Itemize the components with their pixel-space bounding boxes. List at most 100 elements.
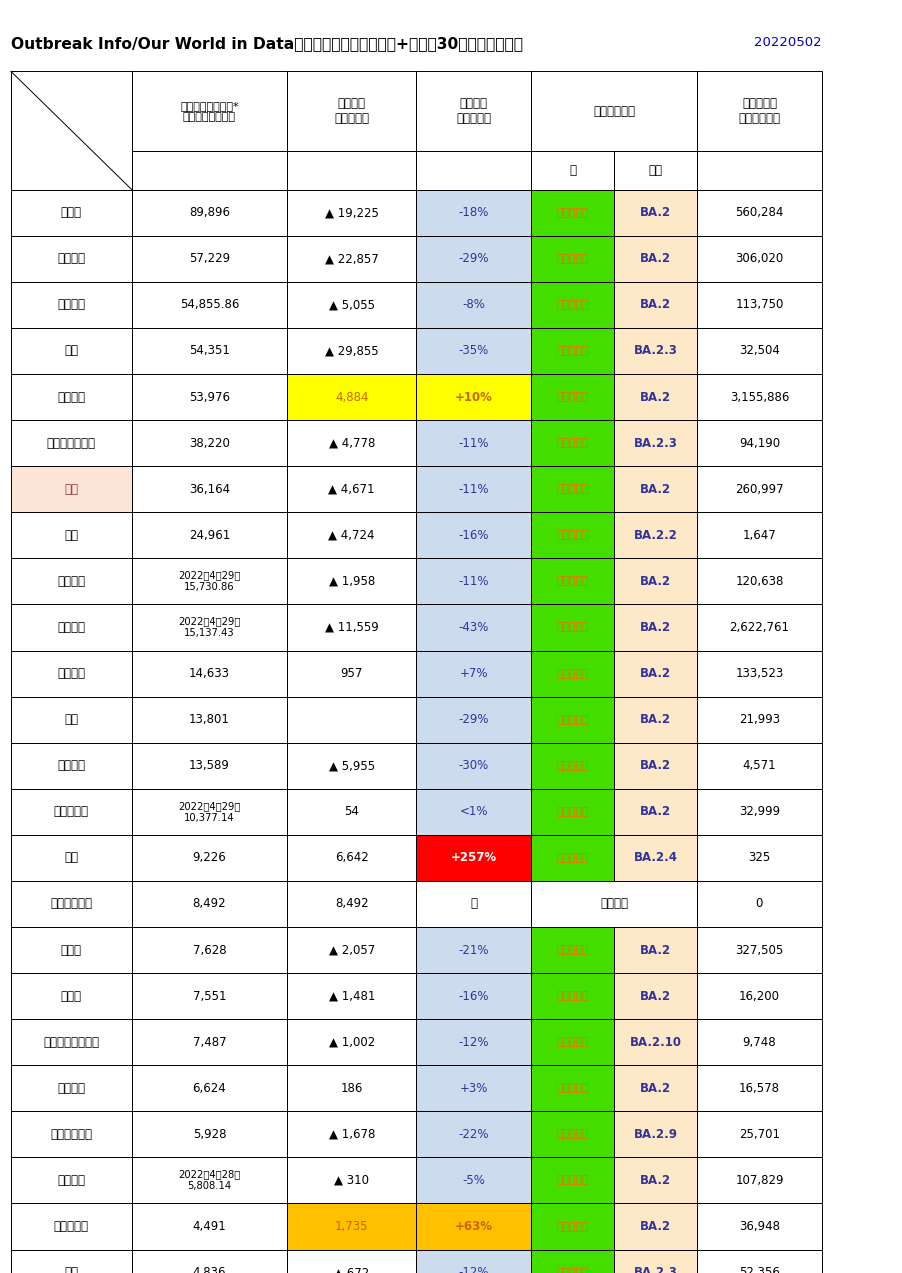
Text: 東京: 東京 — [64, 1267, 78, 1273]
Text: 台湾: 台湾 — [64, 852, 78, 864]
Text: 13,589: 13,589 — [189, 759, 230, 773]
Text: 957: 957 — [340, 667, 363, 680]
Bar — [11, 651, 132, 696]
Text: 8,492: 8,492 — [335, 897, 368, 910]
Text: オミクロン: オミクロン — [556, 1083, 588, 1094]
Text: 38,220: 38,220 — [189, 437, 230, 449]
Bar — [416, 835, 530, 881]
Text: 3,155,886: 3,155,886 — [729, 391, 788, 404]
Text: BA.2: BA.2 — [640, 667, 670, 680]
Text: 13,801: 13,801 — [189, 713, 230, 726]
Bar — [132, 881, 287, 927]
Bar — [696, 1111, 821, 1157]
Text: 型: 型 — [568, 164, 575, 177]
Text: 7,628: 7,628 — [192, 943, 226, 956]
Text: 53,976: 53,976 — [189, 391, 230, 404]
Bar — [132, 190, 287, 236]
Text: オミクロン: オミクロン — [556, 300, 588, 309]
Text: BA.2: BA.2 — [640, 713, 670, 726]
Text: -11%: -11% — [458, 575, 488, 588]
Bar — [530, 1066, 613, 1111]
Bar — [530, 835, 613, 881]
Bar — [530, 1203, 613, 1250]
Bar — [696, 1203, 821, 1250]
Text: 9,748: 9,748 — [741, 1036, 776, 1049]
Text: ▲ 4,671: ▲ 4,671 — [328, 482, 374, 495]
Bar — [287, 881, 416, 927]
Text: オミクロン: オミクロン — [556, 577, 588, 587]
Text: 94,190: 94,190 — [738, 437, 779, 449]
Text: オミクロン: オミクロン — [556, 668, 588, 679]
Bar — [613, 651, 696, 696]
Bar — [530, 789, 613, 835]
Bar — [613, 1203, 696, 1250]
Text: 7,487: 7,487 — [192, 1036, 226, 1049]
Bar — [613, 742, 696, 789]
Bar — [530, 927, 613, 973]
Text: BA.2: BA.2 — [640, 391, 670, 404]
Bar — [132, 927, 287, 973]
Bar — [132, 281, 287, 328]
Text: -5%: -5% — [462, 1174, 484, 1186]
Bar — [416, 651, 530, 696]
Bar — [613, 835, 696, 881]
Bar — [696, 374, 821, 420]
Text: ▲ 4,724: ▲ 4,724 — [328, 528, 374, 542]
Text: 120,638: 120,638 — [734, 575, 783, 588]
Text: オミクロン: オミクロン — [556, 945, 588, 955]
Bar — [613, 696, 696, 742]
Text: Outbreak Info/Our World in Dataからの患者発生データ（+直近絀30日間の流行株）: Outbreak Info/Our World in Dataからの患者発生デー… — [11, 36, 522, 51]
Text: BA.2: BA.2 — [640, 298, 670, 312]
Text: 306,020: 306,020 — [734, 252, 783, 265]
Bar — [132, 374, 287, 420]
Text: 一週間の
相対的増減: 一週間の 相対的増減 — [456, 98, 491, 125]
Bar — [613, 973, 696, 1020]
Bar — [11, 1203, 132, 1250]
Bar — [11, 559, 132, 605]
Bar — [416, 71, 530, 151]
Bar — [287, 696, 416, 742]
Text: 36,948: 36,948 — [738, 1220, 779, 1234]
Text: ▲ 1,481: ▲ 1,481 — [328, 989, 374, 1003]
Bar — [287, 742, 416, 789]
Text: ▲ 5,955: ▲ 5,955 — [328, 759, 374, 773]
Text: ベルギー: ベルギー — [57, 1174, 86, 1186]
Text: 260,997: 260,997 — [734, 482, 783, 495]
Text: -11%: -11% — [458, 482, 488, 495]
Bar — [530, 742, 613, 789]
Text: -12%: -12% — [458, 1267, 488, 1273]
Text: ▲ 1,958: ▲ 1,958 — [328, 575, 374, 588]
Text: オミクロン: オミクロン — [556, 622, 588, 633]
Text: オミクロン: オミクロン — [556, 1037, 588, 1048]
Bar — [613, 236, 696, 281]
Bar — [530, 151, 613, 190]
Text: ブラジル: ブラジル — [57, 667, 86, 680]
Text: +7%: +7% — [459, 667, 487, 680]
Text: BA.2.3: BA.2.3 — [633, 1267, 676, 1273]
Bar — [696, 1020, 821, 1066]
Bar — [416, 374, 530, 420]
Bar — [287, 512, 416, 559]
Text: +257%: +257% — [450, 852, 496, 864]
Text: 4,491: 4,491 — [192, 1220, 226, 1234]
Text: BA.2: BA.2 — [640, 1220, 670, 1234]
Bar — [11, 328, 132, 374]
Text: -16%: -16% — [458, 528, 488, 542]
Text: ▲ 310: ▲ 310 — [334, 1174, 369, 1186]
Bar — [696, 281, 821, 328]
Text: オミクロン: オミクロン — [556, 531, 588, 540]
Text: ▲ 672: ▲ 672 — [334, 1267, 369, 1273]
Bar — [696, 696, 821, 742]
Text: 54,855.86: 54,855.86 — [179, 298, 239, 312]
Text: アメリカ: アメリカ — [57, 391, 86, 404]
Text: 一週間の
陽性数増減: 一週間の 陽性数増減 — [334, 98, 369, 125]
Bar — [287, 559, 416, 605]
Bar — [696, 236, 821, 281]
Text: オミクロン: オミクロン — [556, 1129, 588, 1139]
Bar — [287, 1066, 416, 1111]
Text: ▲ 5,055: ▲ 5,055 — [328, 298, 374, 312]
Bar — [132, 742, 287, 789]
Text: -30%: -30% — [458, 759, 488, 773]
Bar — [696, 512, 821, 559]
Bar — [530, 374, 613, 420]
